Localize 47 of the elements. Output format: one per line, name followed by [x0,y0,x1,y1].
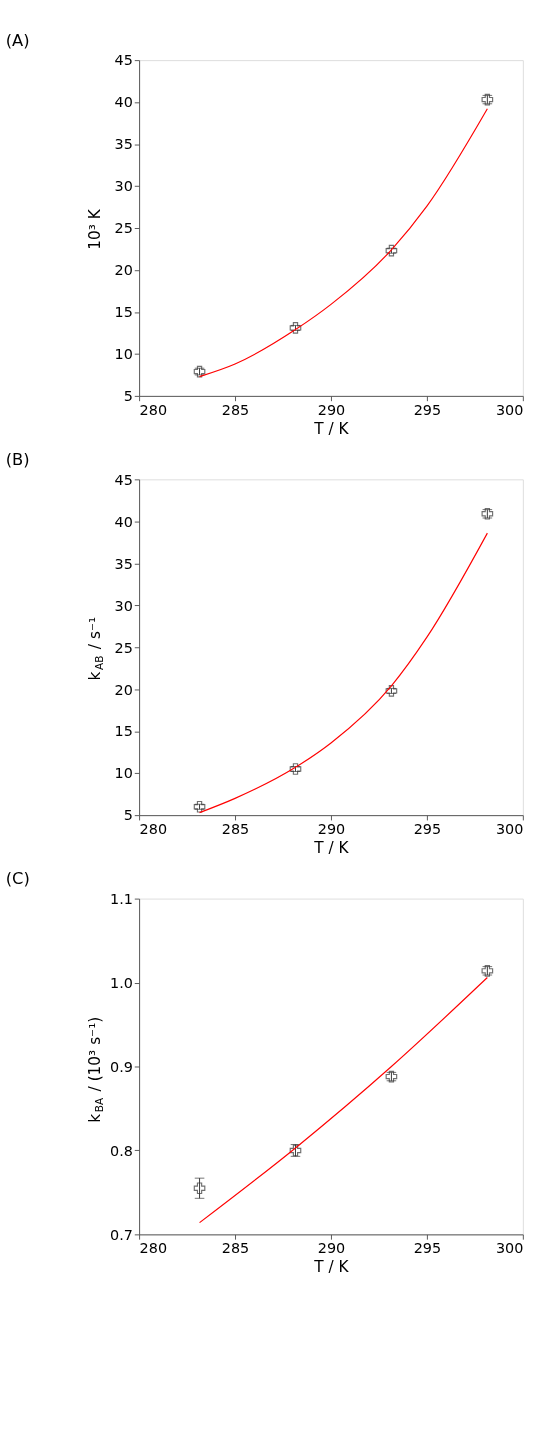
x-tick-label: 290 [317,401,346,418]
x-axis-title: T / K [313,839,350,858]
x-tick-label: 285 [221,820,250,837]
y-tick-label: 15 [114,304,133,321]
y-tick-label: 30 [114,597,133,614]
y-tick-label: 40 [114,513,133,530]
y-tick-label: 0.7 [110,1226,133,1243]
y-tick-label: 30 [114,178,133,195]
y-tick-label: 5 [123,807,133,824]
y-tick-label: 20 [114,262,133,279]
x-tick-label: 280 [139,820,168,837]
y-tick-label: 10 [114,346,133,363]
y-tick-label: 45 [114,52,133,69]
y-tick-label: 25 [114,639,133,656]
y-tick-label: 25 [114,220,133,237]
y-tick-label: 5 [123,388,133,405]
x-tick-label: 300 [495,1240,524,1257]
y-tick-label: 20 [114,681,133,698]
y-tick-label: 0.8 [110,1142,133,1159]
x-tick-label: 300 [495,820,524,837]
x-tick-label: 285 [221,1240,250,1257]
y-tick-label: 1.1 [110,890,133,907]
x-tick-label: 280 [139,401,168,418]
chart-title: (A) [5,30,30,50]
y-tick-label: 1.0 [110,974,133,991]
y-axis-title: 10³ K [85,208,104,250]
x-tick-label: 295 [413,401,442,418]
y-axis-title: kBA / (10³ s⁻¹) [85,1016,105,1123]
x-tick-label: 295 [413,1240,442,1257]
y-tick-label: 10 [114,765,133,782]
chart-title: (B) [5,449,30,469]
x-tick-label: 285 [221,401,250,418]
x-tick-label: 300 [495,401,524,418]
y-tick-label: 0.9 [110,1058,133,1075]
y-tick-label: 35 [114,136,133,153]
chart-title: (C) [5,869,30,889]
y-tick-label: 40 [114,94,133,111]
x-axis-title: T / K [313,1258,350,1277]
x-tick-label: 290 [317,820,346,837]
x-tick-label: 295 [413,820,442,837]
x-axis-title: T / K [313,419,350,438]
y-tick-label: 35 [114,555,133,572]
y-axis-title: kAB / s⁻¹ [85,616,105,681]
y-tick-label: 15 [114,723,133,740]
y-tick-label: 45 [114,471,133,488]
x-tick-label: 280 [139,1240,168,1257]
x-tick-label: 290 [317,1240,346,1257]
